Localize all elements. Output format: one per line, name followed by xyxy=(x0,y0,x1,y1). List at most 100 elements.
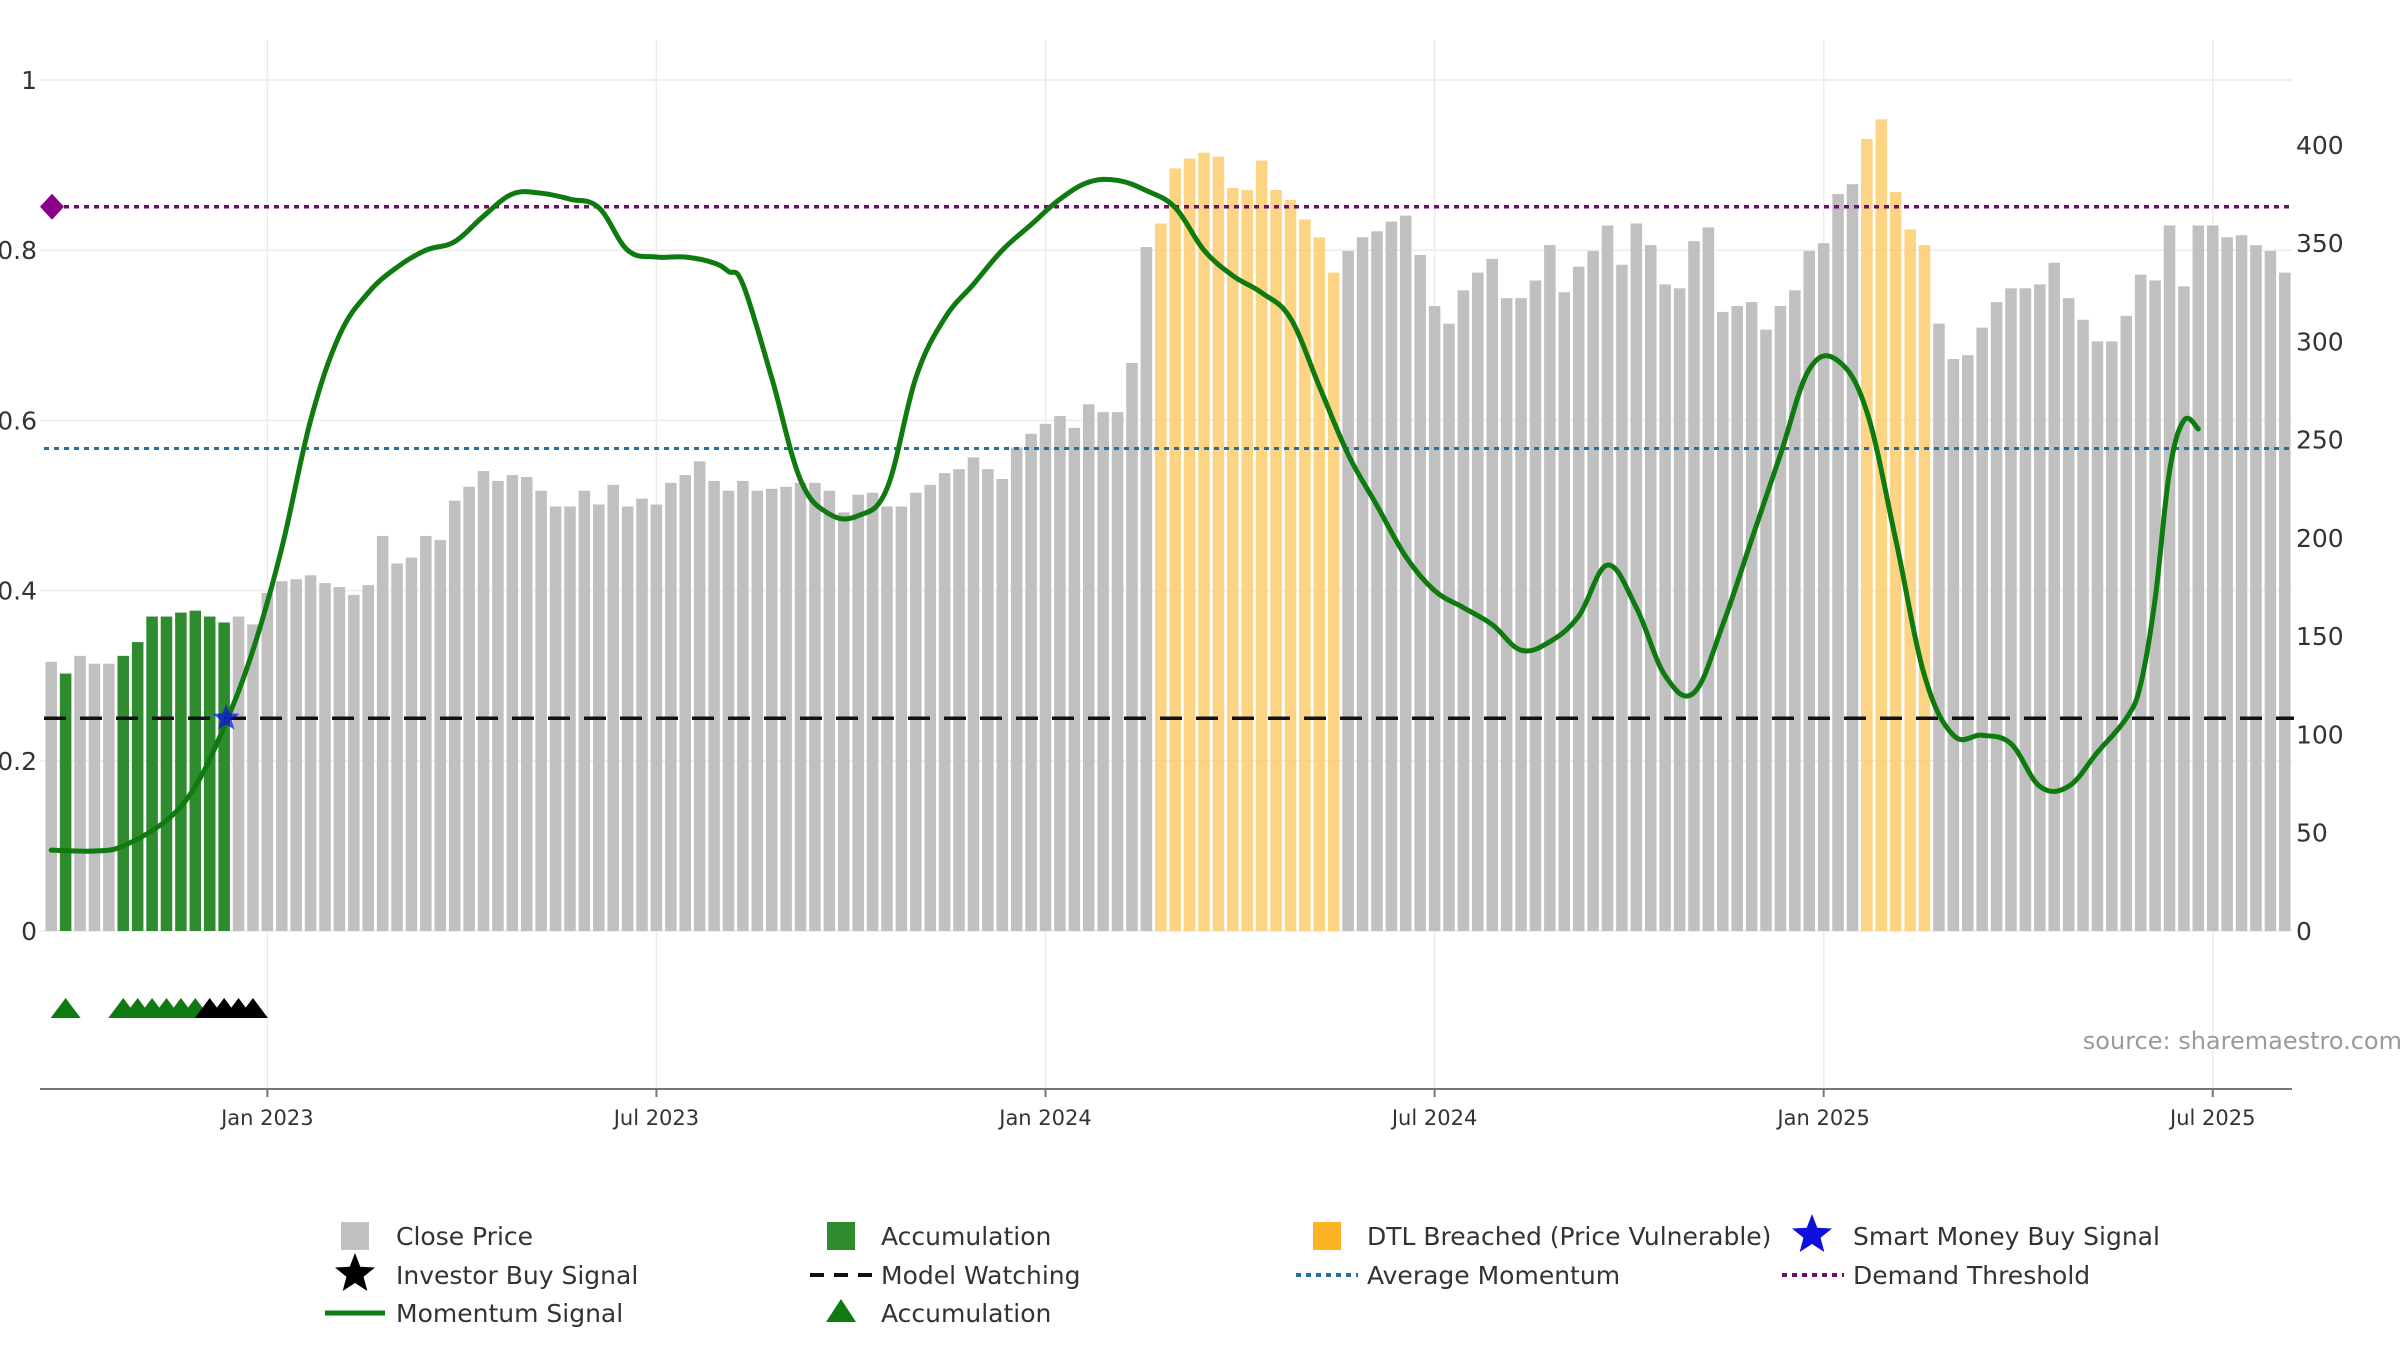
price-bar-grey xyxy=(1789,290,1801,931)
left-axis-tick-label: 0.8 xyxy=(0,236,37,265)
price-bar-grey xyxy=(290,579,302,931)
price-bar-grey xyxy=(751,490,764,931)
legend-swatch-dtl-breached xyxy=(1313,1222,1341,1250)
price-bar-grey xyxy=(492,480,504,931)
price-bar-grey xyxy=(578,490,591,931)
price-bar-orange xyxy=(1313,237,1326,931)
legend-label-accumulation-bar: Accumulation xyxy=(881,1222,1051,1251)
x-axis: Jan 2023 Jul 2023 Jan 2024 Jul 2024 Jan 2025… xyxy=(40,1088,2292,1130)
price-bar-grey xyxy=(1068,427,1081,931)
right-axis-tick-label: 0 xyxy=(2296,917,2312,946)
price-bar-green xyxy=(175,612,187,931)
price-bar-grey xyxy=(2206,225,2219,931)
price-bar-green xyxy=(117,655,130,931)
price-bar-grey xyxy=(1774,306,1787,931)
price-bar-grey xyxy=(1428,306,1441,931)
legend-label-momentum-signal: Momentum Signal xyxy=(396,1299,623,1328)
price-bar-grey xyxy=(765,488,778,931)
investor-triangle-icon xyxy=(237,998,268,1018)
price-bar-grey xyxy=(838,512,850,931)
momentum-signal-line xyxy=(48,176,2201,854)
price-bar-orange xyxy=(1212,156,1225,932)
price-bar-grey xyxy=(1962,355,1974,931)
price-bar-grey xyxy=(1659,284,1671,931)
price-bar-grey xyxy=(448,500,461,931)
price-bar-orange xyxy=(1227,188,1239,932)
price-bar-grey xyxy=(232,616,245,931)
price-bar-grey xyxy=(1644,245,1657,931)
price-bar-grey xyxy=(2235,235,2248,931)
left-axis-tick-label: 0.4 xyxy=(0,577,37,606)
price-bar-grey xyxy=(2178,286,2190,932)
smart-money-star-icon xyxy=(212,704,240,730)
price-bar-grey xyxy=(420,535,432,931)
x-axis-tick-label: Jul 2025 xyxy=(2168,1106,2255,1130)
demand-threshold-diamond-icon xyxy=(40,193,64,220)
price-bar-orange xyxy=(1299,219,1311,932)
price-bar-grey xyxy=(362,585,374,931)
price-bar-grey xyxy=(520,477,533,931)
price-bar-grey xyxy=(1558,292,1571,931)
price-bar-grey xyxy=(434,539,447,931)
price-bar-grey xyxy=(1515,298,1527,931)
right-axis-tick-label: 350 xyxy=(2296,229,2344,258)
price-bar-grey xyxy=(996,478,1009,931)
x-axis-tick-label: Jan 2023 xyxy=(219,1106,314,1130)
price-bar-green xyxy=(131,642,144,931)
price-bar-orange xyxy=(1284,199,1297,931)
right-axis-tick-label: 300 xyxy=(2296,327,2344,356)
price-bar-green xyxy=(59,673,72,931)
legend-label-model-watching: Model Watching xyxy=(881,1261,1081,1290)
price-bar-grey xyxy=(2062,298,2075,931)
accumulation-triangle-icon xyxy=(826,1299,856,1322)
price-bar-grey xyxy=(1947,359,1960,932)
price-bar-grey xyxy=(261,592,274,931)
price-bar-grey xyxy=(1356,237,1369,931)
price-bar-grey xyxy=(2077,319,2089,931)
price-bar-grey xyxy=(2106,341,2118,932)
x-axis-tick-label: Jul 2023 xyxy=(612,1106,699,1130)
legend-label-average-momentum: Average Momentum xyxy=(1367,1261,1620,1290)
price-bar-grey xyxy=(665,482,677,931)
price-bar-grey xyxy=(967,457,980,931)
price-bar-grey xyxy=(636,498,648,931)
legend-label-accumulation-marker: Accumulation xyxy=(881,1299,1051,1328)
price-bar-orange xyxy=(1241,190,1254,931)
price-bar-grey xyxy=(1010,447,1023,931)
price-bar-grey xyxy=(1111,412,1124,931)
price-bar-grey xyxy=(2005,288,2017,931)
price-bar-grey xyxy=(722,490,735,931)
price-bar-orange xyxy=(1255,160,1268,931)
price-bar-grey xyxy=(1486,258,1498,932)
price-bar-grey xyxy=(1414,254,1426,931)
price-bar-grey xyxy=(463,486,475,931)
right-axis-tick-label: 100 xyxy=(2296,720,2344,749)
price-bar-grey xyxy=(2250,245,2262,931)
price-bar-grey xyxy=(391,563,403,931)
price-bar-grey xyxy=(276,581,288,931)
price-bar-grey xyxy=(1025,433,1037,931)
investor-star-icon xyxy=(335,1253,375,1291)
source-label: source: sharemaestro.com xyxy=(2083,1027,2400,1055)
price-bar-grey xyxy=(1630,223,1643,931)
price-bar-orange xyxy=(1169,168,1181,931)
price-bar-grey xyxy=(2279,272,2291,931)
price-bar-grey xyxy=(1054,416,1066,932)
price-bar-grey xyxy=(866,492,879,931)
price-bar-grey xyxy=(2221,237,2233,931)
right-axis-tick-label: 200 xyxy=(2296,524,2344,553)
price-bar-grey xyxy=(823,490,836,931)
price-bar-grey xyxy=(1400,215,1412,932)
left-axis-tick-label: 0.2 xyxy=(0,747,37,776)
price-bar-grey xyxy=(2134,274,2147,931)
price-bar-grey xyxy=(1702,227,1715,931)
price-bar-grey xyxy=(1371,231,1383,931)
x-axis-tick-label: Jul 2024 xyxy=(1390,1106,1477,1130)
price-bar-green xyxy=(218,622,230,931)
price-bar-grey xyxy=(1572,266,1585,932)
price-bar-grey xyxy=(2264,250,2277,931)
price-bar-grey xyxy=(1126,363,1138,931)
price-bar-grey xyxy=(1443,323,1455,932)
price-bar-grey xyxy=(1688,241,1700,931)
